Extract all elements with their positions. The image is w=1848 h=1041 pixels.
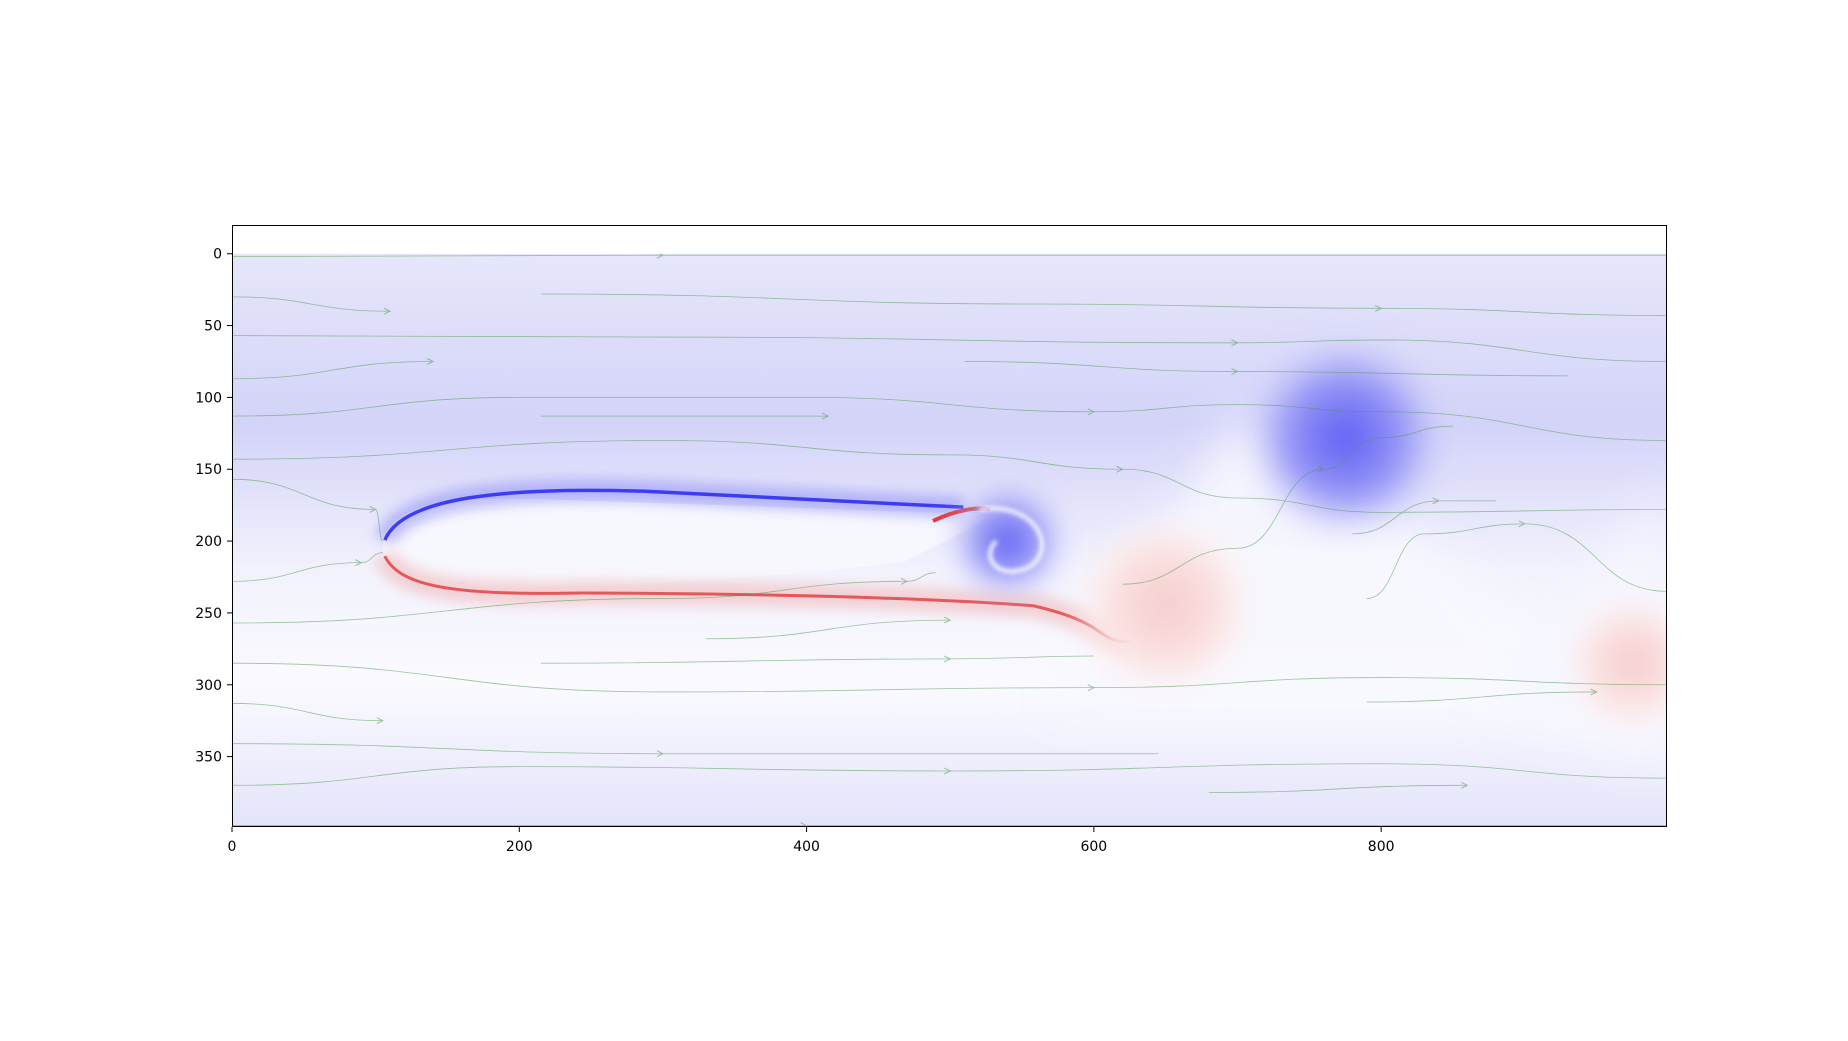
streamline-arrow-18 xyxy=(943,767,952,775)
x-tick-label-0: 0 xyxy=(228,839,237,855)
y-tick-label-100: 100 xyxy=(195,390,222,406)
x-tick-label-400: 400 xyxy=(793,839,820,855)
axes-frame xyxy=(232,225,1667,827)
streamline-arrow-8 xyxy=(821,412,830,420)
y-tick-label-150: 150 xyxy=(195,462,222,478)
axes: 0 200 400 600 800 0 50 100 150 200 250 300 350 xyxy=(195,225,1667,855)
streamline-arrow-17 xyxy=(656,750,665,758)
vortex-3 xyxy=(1073,513,1258,698)
streamline-11 xyxy=(232,552,383,582)
streamline-19 xyxy=(1366,691,1597,703)
streamline-13 xyxy=(706,619,951,640)
streamline-1 xyxy=(232,254,1667,258)
streamline-arrow-3 xyxy=(1374,304,1383,312)
streamline-10 xyxy=(232,478,384,542)
plot-area xyxy=(232,253,1667,827)
streamline-arrow-21 xyxy=(800,822,808,827)
streamline-arrow-5 xyxy=(426,358,435,365)
streamline-arrow-4 xyxy=(1231,339,1239,347)
streamline-arrow-24 xyxy=(1518,520,1526,528)
streamline-arrow-13 xyxy=(943,616,952,624)
y-tick-label-50: 50 xyxy=(204,319,222,335)
streamline-arrow-20 xyxy=(1461,781,1469,789)
streamline-arrow-14 xyxy=(943,655,952,663)
x-tick-label-600: 600 xyxy=(1080,839,1107,855)
streamline-16 xyxy=(232,703,383,722)
streamline-arrow-16 xyxy=(376,717,384,725)
vortex-4 xyxy=(1563,594,1667,733)
streamlines xyxy=(232,253,1667,827)
streamline-7 xyxy=(232,397,1667,441)
streamline-arrow-12 xyxy=(900,577,909,585)
upper-shear-edge xyxy=(383,488,964,541)
y-tick-label-200: 200 xyxy=(195,534,222,550)
streamline-14 xyxy=(540,655,1094,664)
x-tick-label-800: 800 xyxy=(1368,839,1395,855)
y-tick-label-250: 250 xyxy=(195,606,222,622)
vortex-1 xyxy=(950,483,1066,599)
vortex-2 xyxy=(1241,334,1449,542)
streamline-24 xyxy=(1366,523,1667,599)
streamline-arrow-23 xyxy=(1317,465,1325,473)
streamline-arrow-9 xyxy=(1116,465,1124,473)
streamline-22 xyxy=(1352,500,1497,535)
x-tick-label-200: 200 xyxy=(506,839,533,855)
y-tick-label-350: 350 xyxy=(195,750,222,766)
body-interior xyxy=(382,498,984,588)
vortex-spiral xyxy=(978,506,1044,574)
streamline-arrow-1 xyxy=(656,253,665,259)
streamline-arrow-2 xyxy=(383,307,392,315)
streamline-arrow-15 xyxy=(1087,684,1095,692)
streamline-arrow-19 xyxy=(1590,688,1598,696)
streamline-arrow-10 xyxy=(369,506,377,513)
streamline-5 xyxy=(232,361,434,380)
streamline-arrow-7 xyxy=(1087,408,1095,416)
streamline-9 xyxy=(232,440,1667,513)
streamline-4 xyxy=(232,335,1667,362)
streamline-arrow-11 xyxy=(355,559,363,567)
streamline-15 xyxy=(232,662,1667,693)
streamline-2 xyxy=(232,296,391,312)
streamline-20 xyxy=(1208,784,1468,793)
y-tick-label-0: 0 xyxy=(213,247,222,263)
streamline-arrow-6 xyxy=(1231,368,1239,375)
streamline-3 xyxy=(540,293,1667,316)
y-tick-label-300: 300 xyxy=(195,678,222,694)
streamline-23 xyxy=(1122,425,1453,585)
vorticity-field xyxy=(232,253,1667,827)
streamline-arrow-22 xyxy=(1432,497,1440,505)
